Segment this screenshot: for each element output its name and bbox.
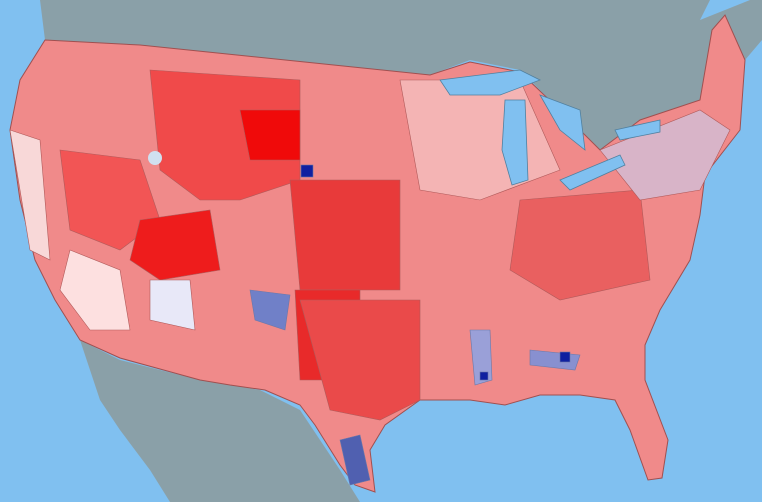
great-salt-lake: [148, 151, 162, 165]
arizona-north: [149, 279, 196, 331]
mississippi-delta: [469, 329, 493, 386]
utah: [129, 209, 221, 281]
canada: [40, 0, 762, 150]
lake-superior: [439, 69, 541, 96]
texas: [299, 299, 421, 421]
lake-michigan: [501, 99, 529, 186]
wyoming: [239, 109, 301, 161]
rio-grande-valley: [339, 434, 371, 486]
mountain-west: [149, 69, 301, 201]
pacific-coast: [9, 129, 51, 261]
lake-erie: [559, 154, 626, 191]
new-mexico-north: [249, 289, 291, 331]
northeast: [599, 109, 731, 201]
jefferson-county: [479, 371, 489, 381]
reservation-county: [300, 164, 314, 178]
appalachia: [509, 189, 651, 301]
southern-california: [59, 249, 131, 331]
kansas-nebraska: [289, 179, 401, 291]
macon-county: [559, 351, 571, 363]
mexico: [80, 340, 360, 502]
lake-ontario: [614, 119, 661, 141]
lake-huron: [539, 94, 586, 151]
